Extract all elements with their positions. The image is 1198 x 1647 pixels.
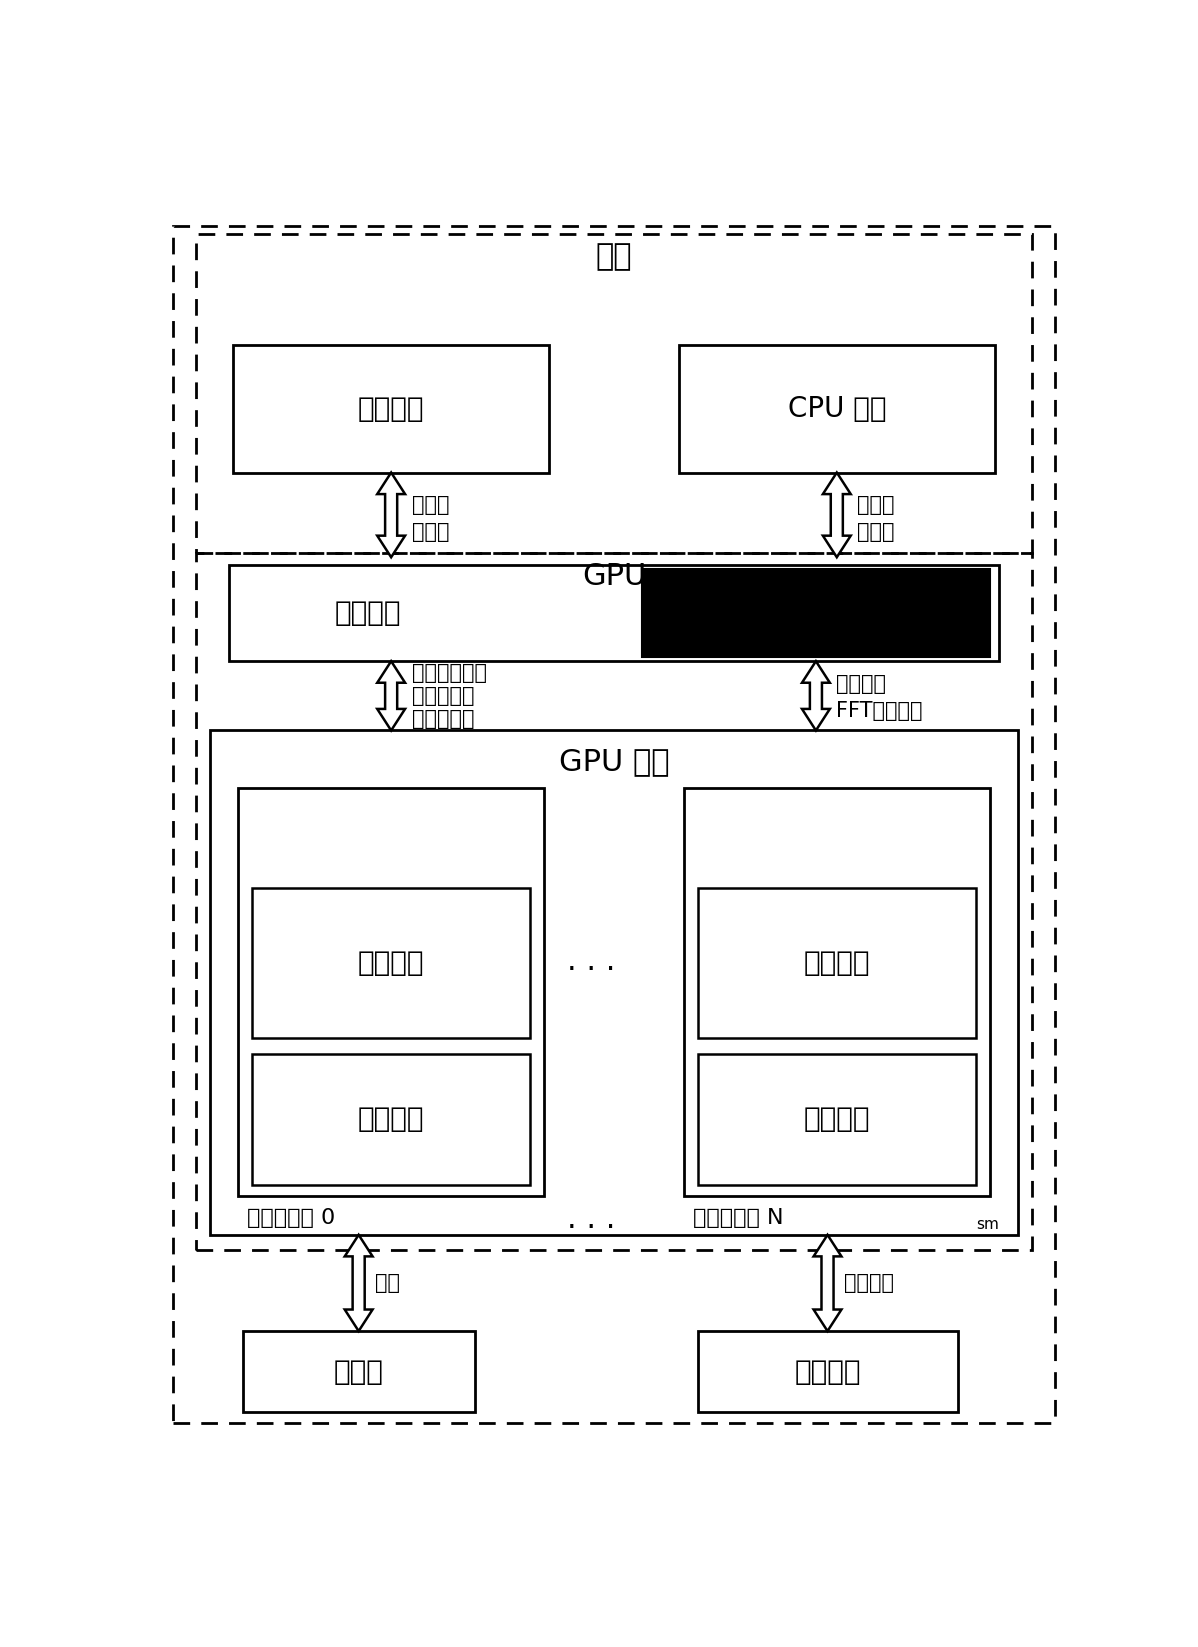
Bar: [697, 1054, 976, 1184]
Bar: [229, 565, 999, 660]
Text: 运算: 运算: [375, 1273, 400, 1293]
Text: . . .: . . .: [567, 947, 615, 977]
Text: 共享内存: 共享内存: [794, 1357, 861, 1385]
Bar: [642, 568, 990, 657]
Polygon shape: [345, 1235, 373, 1331]
Text: 流多处理器 N: 流多处理器 N: [692, 1207, 783, 1229]
Text: . . .: . . .: [567, 1206, 615, 1234]
Text: 分层信息向量: 分层信息向量: [412, 662, 486, 684]
Bar: [252, 888, 531, 1039]
Text: 校验矩阵: 校验矩阵: [836, 674, 887, 695]
Bar: [697, 888, 976, 1039]
Text: 流多处理器 0: 流多处理器 0: [247, 1207, 335, 1229]
Bar: [697, 1331, 957, 1411]
Text: 主机: 主机: [595, 242, 633, 272]
Text: 译码内核: 译码内核: [358, 949, 424, 977]
Text: 判决的码字: 判决的码字: [412, 708, 474, 730]
Text: sm: sm: [976, 1217, 999, 1232]
Text: 判决内核: 判决内核: [358, 1105, 424, 1133]
Bar: [234, 346, 549, 473]
Bar: [679, 346, 994, 473]
Text: 码过程: 码过程: [858, 522, 895, 542]
Bar: [238, 789, 544, 1196]
Text: FFT变换索引: FFT变换索引: [836, 702, 922, 721]
Polygon shape: [377, 660, 405, 731]
Text: 控制译: 控制译: [858, 496, 895, 516]
Polygon shape: [377, 473, 405, 557]
Text: 异步传: 异步传: [412, 496, 449, 516]
Text: 寄存器: 寄存器: [334, 1357, 383, 1385]
Bar: [196, 234, 1031, 553]
Polygon shape: [823, 473, 851, 557]
Text: 主机内存: 主机内存: [358, 395, 424, 423]
Text: CPU 芒片: CPU 芒片: [787, 395, 887, 423]
Text: 判决内核: 判决内核: [804, 1105, 870, 1133]
Text: 行信息向量: 行信息向量: [412, 685, 474, 707]
Polygon shape: [801, 660, 830, 731]
Text: 中间信息: 中间信息: [845, 1273, 894, 1293]
Text: GPU: GPU: [582, 562, 646, 591]
Bar: [210, 731, 1018, 1235]
Bar: [252, 1054, 531, 1184]
Bar: [684, 789, 990, 1196]
Text: GPU 芒片: GPU 芒片: [558, 746, 670, 776]
Text: 输总线: 输总线: [412, 522, 449, 542]
Text: 全局内存: 全局内存: [334, 600, 401, 628]
Polygon shape: [813, 1235, 841, 1331]
Bar: [196, 553, 1031, 1250]
Bar: [243, 1331, 474, 1411]
Text: 译码内核: 译码内核: [804, 949, 870, 977]
